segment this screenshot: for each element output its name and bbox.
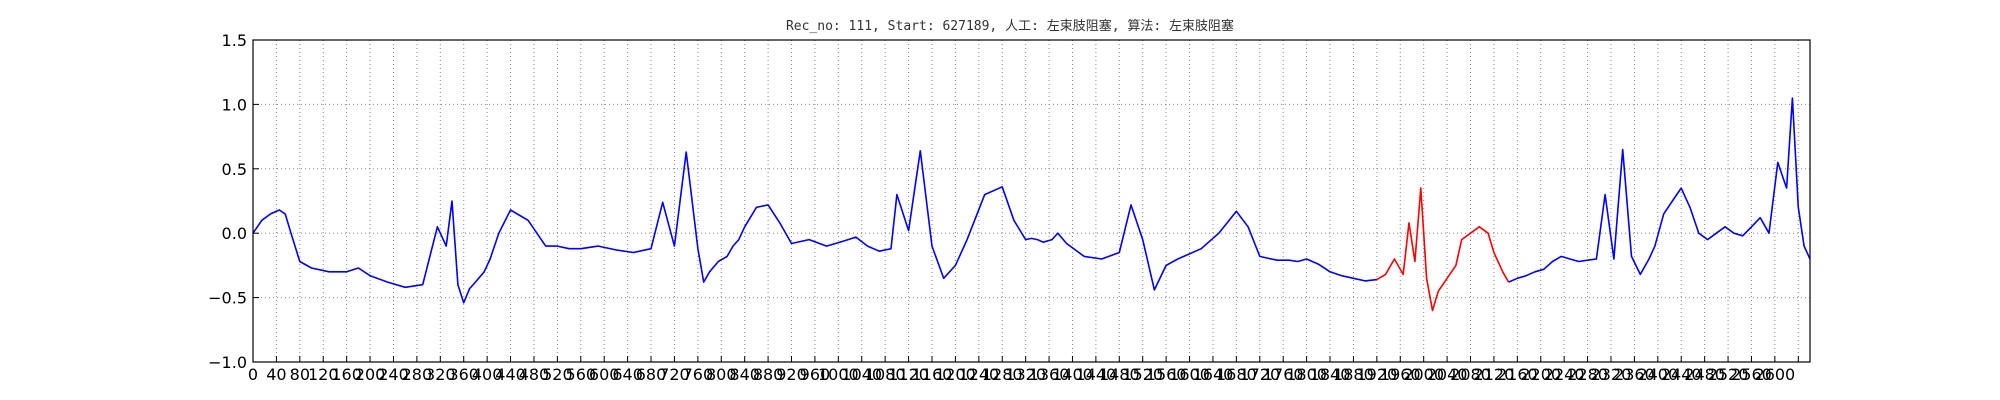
x-tick-label: 840 [729, 365, 760, 384]
x-tick-label: 2520 [1708, 365, 1749, 384]
y-axis: −1.0 −0.5 0.0 0.5 1.0 1.5 [208, 31, 259, 372]
x-tick-label: 760 [683, 365, 714, 384]
x-tick-label: 1760 [1263, 365, 1304, 384]
x-tick-label: 1400 [1052, 365, 1093, 384]
x-tick-label: 920 [776, 365, 807, 384]
x-tick-label: 680 [636, 365, 667, 384]
x-tick-label: 2240 [1544, 365, 1585, 384]
x-tick-label: 2320 [1591, 365, 1632, 384]
x-tick-label: 720 [659, 365, 690, 384]
x-tick-label: 1960 [1380, 365, 1421, 384]
x-tick-label: 160 [331, 365, 362, 384]
x-tick-label: 2280 [1567, 365, 1608, 384]
y-tick-label: 0.5 [222, 160, 247, 179]
x-tick-label: 1280 [982, 365, 1023, 384]
x-tick-label: 1600 [1169, 365, 1210, 384]
y-tick-label: −1.0 [208, 353, 247, 372]
grid [252, 39, 1810, 363]
x-tick-label: 1440 [1076, 365, 1117, 384]
x-tick-label: 320 [425, 365, 456, 384]
x-tick-label: 960 [800, 365, 831, 384]
x-tick-label: 80 [290, 365, 310, 384]
x-tick-label: 40 [266, 365, 286, 384]
x-tick-label: 1200 [935, 365, 976, 384]
x-tick-label: 440 [495, 365, 526, 384]
x-tick-label: 1880 [1333, 365, 1374, 384]
x-tick-label: 2480 [1684, 365, 1725, 384]
x-tick-label: 2560 [1731, 365, 1772, 384]
x-tick-label: 2600 [1755, 365, 1796, 384]
x-tick-label: 800 [706, 365, 737, 384]
x-tick-label: 1560 [1146, 365, 1187, 384]
y-tick-label: −0.5 [208, 289, 247, 308]
x-tick-label: 240 [378, 365, 409, 384]
x-tick-label: 280 [402, 365, 433, 384]
x-tick-label: 2200 [1520, 365, 1561, 384]
x-tick-label: 1920 [1356, 365, 1397, 384]
x-tick-label: 1800 [1286, 365, 1327, 384]
y-tick-label: 0.0 [222, 224, 247, 243]
x-tick-label: 1240 [958, 365, 999, 384]
x-tick-label: 2160 [1497, 365, 1538, 384]
series-line-3 [1508, 97, 1811, 283]
x-tick-label: 1680 [1216, 365, 1257, 384]
x-tick-label: 400 [472, 365, 503, 384]
series-group [252, 97, 1811, 312]
x-tick-label: 2440 [1661, 365, 1702, 384]
x-tick-label: 1720 [1239, 365, 1280, 384]
x-tick-label: 1840 [1310, 365, 1351, 384]
y-tick-label: 1.0 [222, 95, 247, 114]
x-tick-label: 520 [542, 365, 573, 384]
x-tick-label: 1080 [865, 365, 906, 384]
x-tick-label: 640 [612, 365, 643, 384]
x-tick-label: 1520 [1122, 365, 1163, 384]
x-tick-label: 1160 [912, 365, 953, 384]
x-tick-label: 1640 [1193, 365, 1234, 384]
x-tick-label: 480 [519, 365, 550, 384]
x-tick-label: 2360 [1614, 365, 1655, 384]
y-tick-label: 1.5 [222, 31, 247, 50]
x-tick-label: 2400 [1637, 365, 1678, 384]
x-tick-label: 600 [589, 365, 620, 384]
x-tick-label: 1480 [1099, 365, 1140, 384]
x-tick-label: 560 [566, 365, 597, 384]
x-tick-label: 0 [248, 365, 258, 384]
x-tick-label: 360 [448, 365, 479, 384]
x-tick-label: 1120 [888, 365, 929, 384]
x-tick-label: 1000 [818, 365, 859, 384]
plot-frame [252, 39, 1811, 363]
x-tick-label: 2040 [1427, 365, 1468, 384]
x-tick-label: 120 [308, 365, 339, 384]
x-tick-label: 880 [753, 365, 784, 384]
x-tick-label: 2000 [1403, 365, 1444, 384]
x-tick-label: 2080 [1450, 365, 1491, 384]
x-tick-label: 1320 [1005, 365, 1046, 384]
chart-title: Rec_no: 111, Start: 627189, 人工: 左束肢阻塞, 算… [786, 18, 1234, 34]
x-tick-label: 200 [355, 365, 386, 384]
series-line-2 [1376, 187, 1510, 312]
x-tick-label: 1360 [1029, 365, 1070, 384]
x-tick-label: 1040 [841, 365, 882, 384]
x-axis: 0 40 8012016020024028032036040044048052056… [248, 356, 1799, 384]
x-tick-label: 2120 [1474, 365, 1515, 384]
series-line-1 [252, 150, 1377, 304]
